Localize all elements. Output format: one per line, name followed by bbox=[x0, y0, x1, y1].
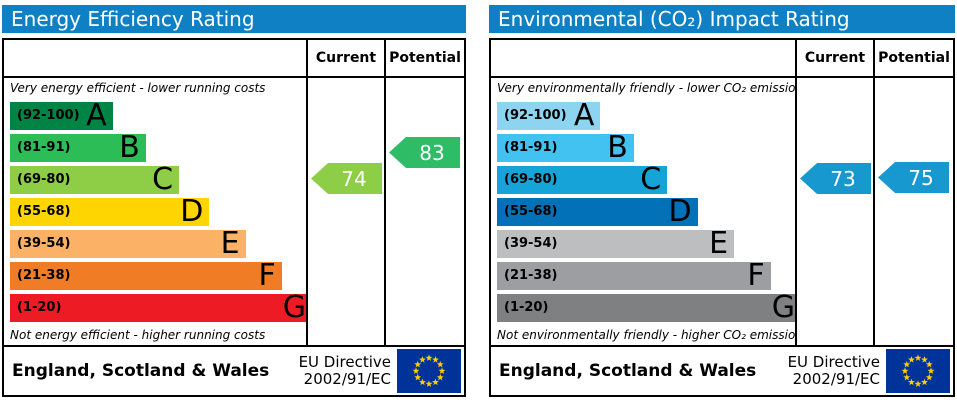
band-letter: C bbox=[640, 161, 662, 197]
band-range: (69-80) bbox=[17, 172, 71, 187]
band-letter: G bbox=[282, 289, 306, 325]
eu-directive-label: EU Directive 2002/91/EC bbox=[787, 352, 885, 389]
band-b: (81-91) B bbox=[497, 129, 634, 165]
current-column-header: Current bbox=[795, 40, 873, 78]
band-g: (1-20) G bbox=[10, 289, 306, 325]
band-g: (1-20) G bbox=[497, 289, 795, 325]
band-range: (39-54) bbox=[17, 236, 71, 251]
band-letter: E bbox=[709, 225, 729, 261]
energy-efficiency-panel: Energy Efficiency Rating Current Potenti… bbox=[2, 5, 466, 397]
band-letter: B bbox=[119, 129, 140, 165]
band-range: (55-68) bbox=[17, 204, 71, 219]
panel-footer: England, Scotland & Wales EU Directive 2… bbox=[491, 345, 953, 395]
band-a: (92-100) A bbox=[10, 97, 113, 133]
band-letter: F bbox=[258, 257, 276, 293]
current-value-cell: 73 bbox=[795, 78, 873, 345]
band-f: (21-38) F bbox=[10, 257, 282, 293]
panel-title: Energy Efficiency Rating bbox=[2, 5, 466, 33]
band-letter: D bbox=[668, 193, 692, 229]
band-range: (39-54) bbox=[504, 236, 558, 251]
band-f: (21-38) F bbox=[497, 257, 771, 293]
current-column-header: Current bbox=[306, 40, 384, 78]
top-caption: Very energy efficient - lower running co… bbox=[10, 81, 266, 95]
top-caption: Very environmentally friendly - lower CO… bbox=[497, 81, 795, 95]
band-d: (55-68) D bbox=[497, 193, 698, 229]
band-range: (21-38) bbox=[504, 268, 558, 283]
rating-scale: Very energy efficient - lower running co… bbox=[4, 78, 306, 345]
energy-rating-table: Current Potential Very energy efficient … bbox=[2, 38, 466, 397]
potential-column-header: Potential bbox=[873, 40, 953, 78]
region-label: England, Scotland & Wales bbox=[12, 361, 270, 381]
rating-scale: Very environmentally friendly - lower CO… bbox=[491, 78, 795, 345]
band-c: (69-80) C bbox=[497, 161, 668, 197]
band-letter: C bbox=[152, 161, 174, 197]
band-e: (39-54) E bbox=[10, 225, 246, 261]
eu-flag-icon bbox=[886, 349, 950, 393]
potential-rating-arrow: 75 bbox=[878, 162, 949, 193]
band-a: (92-100) A bbox=[497, 97, 601, 133]
panel-title: Environmental (CO₂) Impact Rating bbox=[489, 5, 955, 33]
eu-flag-icon bbox=[397, 349, 461, 393]
potential-value-cell: 75 bbox=[873, 78, 953, 345]
rating-bands: (92-100) A (81-91) B (69-80) C (55-68) D bbox=[491, 100, 795, 324]
band-letter: B bbox=[607, 129, 628, 165]
current-rating-arrow: 74 bbox=[311, 163, 382, 194]
eu-directive-line1: EU Directive bbox=[298, 352, 391, 371]
environmental-rating-table: Current Potential Very environmentally f… bbox=[489, 38, 955, 397]
band-range: (81-91) bbox=[504, 140, 558, 155]
band-letter: F bbox=[747, 257, 765, 293]
band-letter: A bbox=[573, 97, 595, 133]
band-range: (55-68) bbox=[504, 204, 558, 219]
region-label: England, Scotland & Wales bbox=[499, 361, 757, 381]
band-letter: G bbox=[771, 289, 795, 325]
eu-directive-line2: 2002/91/EC bbox=[303, 370, 391, 388]
header-spacer-cell bbox=[4, 40, 306, 78]
band-range: (92-100) bbox=[504, 108, 567, 123]
band-d: (55-68) D bbox=[10, 193, 210, 229]
band-letter: D bbox=[180, 193, 204, 229]
band-letter: E bbox=[220, 225, 240, 261]
eu-directive-line1: EU Directive bbox=[787, 352, 880, 371]
potential-value-cell: 83 bbox=[384, 78, 464, 345]
band-range: (21-38) bbox=[17, 268, 71, 283]
band-letter: A bbox=[86, 97, 107, 133]
rating-bands: (92-100) A (81-91) B (69-80) C (55-68) D bbox=[4, 100, 306, 324]
eu-directive-label: EU Directive 2002/91/EC bbox=[298, 352, 396, 389]
band-range: (69-80) bbox=[504, 172, 558, 187]
band-range: (81-91) bbox=[17, 140, 71, 155]
band-e: (39-54) E bbox=[497, 225, 735, 261]
current-rating-arrow: 73 bbox=[800, 163, 871, 194]
potential-column-header: Potential bbox=[384, 40, 464, 78]
eu-directive-line2: 2002/91/EC bbox=[792, 370, 880, 388]
header-spacer-cell bbox=[491, 40, 795, 78]
bottom-caption: Not energy efficient - higher running co… bbox=[10, 328, 266, 342]
environmental-impact-panel: Environmental (CO₂) Impact Rating Curren… bbox=[489, 5, 955, 397]
panel-footer: England, Scotland & Wales EU Directive 2… bbox=[4, 345, 464, 395]
bottom-caption: Not environmentally friendly - higher CO… bbox=[497, 328, 795, 342]
current-value-cell: 74 bbox=[306, 78, 384, 345]
band-b: (81-91) B bbox=[10, 129, 146, 165]
band-c: (69-80) C bbox=[10, 161, 180, 197]
band-range: (1-20) bbox=[17, 300, 62, 315]
potential-rating-arrow: 83 bbox=[389, 137, 460, 168]
band-range: (1-20) bbox=[504, 300, 549, 315]
band-range: (92-100) bbox=[17, 108, 80, 123]
